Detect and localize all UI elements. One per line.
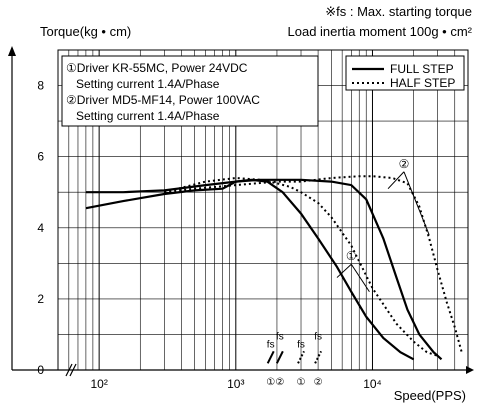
x-axis-label: Speed(PPS) bbox=[393, 388, 466, 403]
driver-info-box: ①Driver KR-55MC, Power 24VDC Setting cur… bbox=[61, 55, 319, 127]
tick-labels: 0 2 4 6 8 10² 10³ 10⁴ bbox=[37, 79, 381, 391]
series-line-full-step-1 bbox=[85, 178, 415, 361]
fs-label: fs bbox=[297, 339, 305, 350]
y-tick-label: 4 bbox=[37, 221, 44, 235]
fs-marker bbox=[275, 350, 284, 364]
x-axis-arrow bbox=[466, 366, 474, 374]
load-inertia-note: Load inertia moment 100g • cm² bbox=[287, 24, 472, 39]
annotation-label-2: ② bbox=[399, 157, 410, 171]
series-line-half-step-1 bbox=[164, 176, 439, 357]
y-tick-label: 8 bbox=[37, 79, 44, 93]
y-tick-label: 0 bbox=[37, 363, 44, 377]
fs-label: fs bbox=[314, 331, 322, 342]
legend-label: HALF STEP bbox=[390, 76, 455, 90]
y-axis-label: Torque(kg • cm) bbox=[40, 24, 132, 39]
series-line-half-step-2 bbox=[164, 175, 463, 353]
annotation-leader-2 bbox=[387, 171, 430, 236]
info-line: Setting current 1.4A/Phase bbox=[66, 77, 220, 91]
fs-label: fs bbox=[267, 339, 275, 350]
fs-marker bbox=[266, 350, 275, 364]
curves bbox=[85, 175, 463, 361]
y-tick-label: 2 bbox=[37, 292, 44, 306]
info-line: ①Driver KR-55MC, Power 24VDC bbox=[66, 61, 248, 75]
x-tick-label: 10³ bbox=[227, 377, 244, 391]
series-line-full-step-2 bbox=[85, 178, 443, 361]
info-line: ②Driver MD5-MF14, Power 100VAC bbox=[66, 93, 260, 107]
x-tick-label: 10⁴ bbox=[363, 377, 382, 391]
annotation-leader-1 bbox=[336, 263, 370, 293]
fs-markers: fs ① fs ② fs ① fs ② bbox=[266, 331, 322, 388]
x-tick-label: 10² bbox=[90, 377, 107, 391]
fs-driver-label: ① bbox=[297, 377, 306, 388]
y-tick-label: 6 bbox=[37, 150, 44, 164]
fs-label: fs bbox=[276, 331, 284, 342]
annotations: ②① bbox=[336, 157, 430, 293]
axes bbox=[8, 46, 474, 377]
annotation-label-1: ① bbox=[346, 249, 357, 263]
info-line: Setting current 1.4A/Phase bbox=[66, 109, 220, 123]
legend-label: FULL STEP bbox=[390, 62, 454, 76]
y-axis-arrow bbox=[8, 46, 16, 56]
fs-driver-label: ② bbox=[314, 377, 323, 388]
info-box-frame bbox=[61, 55, 319, 127]
fs-driver-label: ① bbox=[266, 377, 275, 388]
axis-break-mark bbox=[65, 363, 77, 377]
max-starting-torque-note: ※fs : Max. starting torque bbox=[325, 4, 472, 19]
fs-driver-label: ② bbox=[275, 377, 284, 388]
legend-frame bbox=[345, 55, 465, 91]
